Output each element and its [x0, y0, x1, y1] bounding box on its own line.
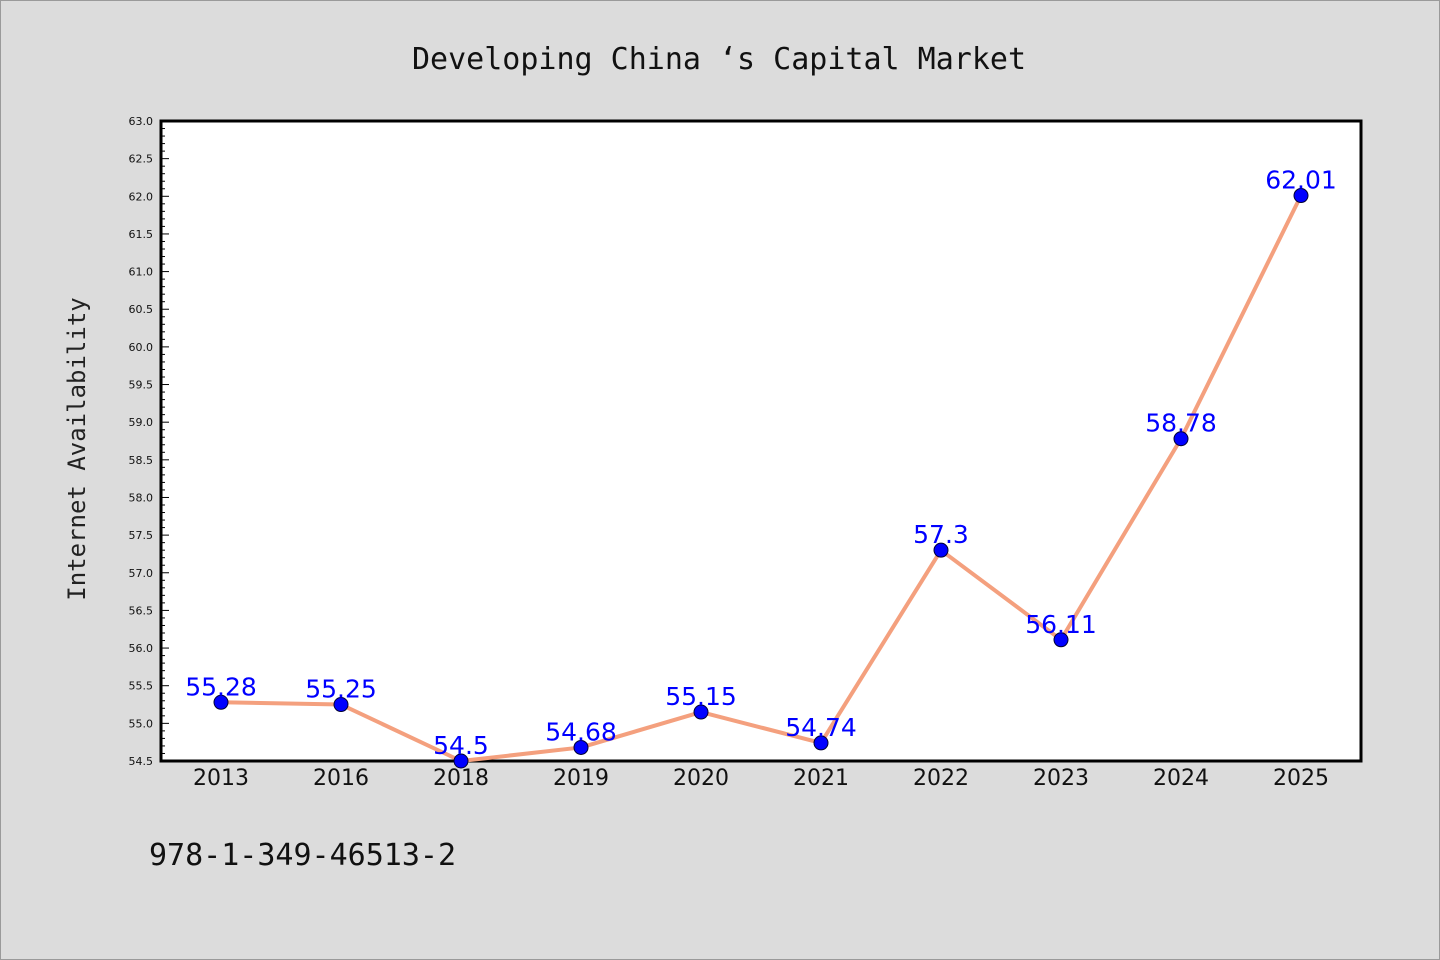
y-tick-label: 62.5	[129, 153, 154, 166]
y-tick-label: 60.0	[129, 341, 154, 354]
x-tick-label: 2024	[1153, 766, 1209, 791]
data-point	[453, 753, 469, 769]
y-tick-label: 62.0	[129, 190, 154, 203]
x-tick-label: 2013	[193, 766, 249, 791]
x-tick-label: 2022	[913, 766, 969, 791]
y-tick-label: 58.0	[129, 491, 154, 504]
data-point	[693, 704, 709, 720]
x-axis: 2013 2016 2018 2019 2020 2021 2022 2023 2024 2025	[193, 766, 1329, 791]
data-point	[933, 542, 949, 558]
x-tick-label: 2023	[1033, 766, 1089, 791]
data-label: 56.11	[1025, 610, 1097, 639]
plot-area	[159, 119, 1363, 763]
x-tick-label: 2018	[433, 766, 489, 791]
x-tick-label: 2016	[313, 766, 369, 791]
data-point	[573, 739, 589, 755]
x-tick-label: 2025	[1273, 766, 1329, 791]
y-tick-label: 59.0	[129, 416, 154, 429]
y-tick-label: 61.0	[129, 266, 154, 279]
y-tick-label: 61.5	[129, 228, 154, 241]
data-label: 58.78	[1145, 409, 1217, 438]
y-tick-label: 63.0	[129, 115, 154, 128]
y-tick-label: 55.0	[129, 717, 154, 730]
y-tick-label: 58.5	[129, 454, 154, 467]
y-axis-label: Internet Availability	[63, 297, 91, 600]
data-point	[213, 694, 229, 710]
x-tick-label: 2020	[673, 766, 729, 791]
y-tick-label: 56.5	[129, 604, 154, 617]
chart-title: Developing China ‘s Capital Market	[412, 42, 1026, 77]
y-tick-label: 57.5	[129, 529, 154, 542]
data-labels: 55.28 55.25 54.5 54.68 55.15 54.74 57.3 56.11 58…	[185, 166, 1337, 760]
footer-code: 978-1-349-46513-2	[149, 838, 456, 873]
series-line	[219, 193, 1303, 763]
y-axis: 54.5 55.0 55.5 56.0 56.5 57.0 57.5 58.0 58.5 59.0…	[129, 115, 169, 768]
y-tick-label: 60.5	[129, 303, 154, 316]
data-point	[1293, 188, 1309, 204]
y-tick-label: 56.0	[129, 642, 154, 655]
x-tick-label: 2021	[793, 766, 849, 791]
y-tick-label: 54.5	[129, 755, 154, 768]
data-point	[1173, 431, 1189, 447]
data-label: 57.3	[913, 520, 969, 549]
y-tick-label: 59.5	[129, 379, 154, 392]
data-point	[813, 735, 829, 751]
data-label: 54.74	[785, 713, 857, 742]
y-tick-label: 55.5	[129, 680, 154, 693]
data-point	[333, 697, 349, 713]
data-label: 55.15	[665, 682, 737, 711]
series-layer	[213, 188, 1309, 769]
data-label: 62.01	[1265, 166, 1337, 195]
data-label: 54.5	[433, 731, 489, 760]
data-label: 55.28	[185, 672, 257, 701]
y-tick-label: 57.0	[129, 567, 154, 580]
x-tick-label: 2019	[553, 766, 609, 791]
data-label: 55.25	[305, 675, 377, 704]
data-point	[1053, 632, 1069, 648]
data-label: 54.68	[545, 717, 617, 746]
